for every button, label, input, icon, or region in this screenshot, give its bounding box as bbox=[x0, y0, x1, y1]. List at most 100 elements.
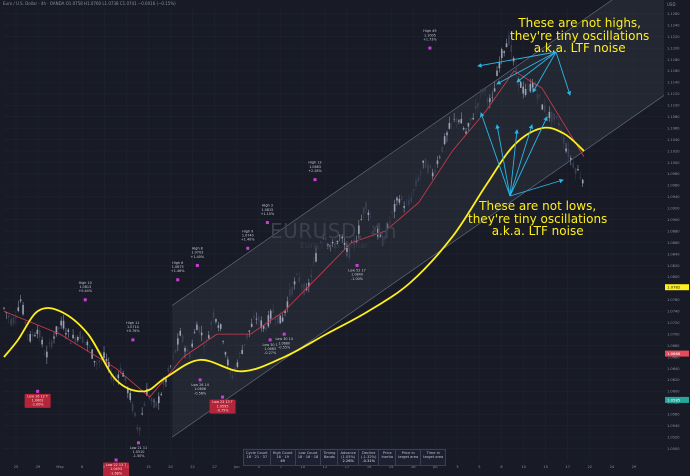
pivot-label-text: 1.0665 bbox=[264, 347, 276, 351]
price-tick-label: 1.0740 bbox=[667, 310, 680, 314]
pivot-label-text: -0.55% bbox=[278, 346, 291, 350]
candle-body bbox=[579, 177, 582, 179]
time-tick-label: 8 bbox=[103, 465, 106, 469]
pivot-label-text: High 3 bbox=[262, 204, 273, 208]
stats-col: Time in target area bbox=[423, 451, 444, 460]
candle-body bbox=[250, 323, 253, 327]
time-tick-label: 20 bbox=[168, 465, 173, 469]
price-tick-label: 1.0660 bbox=[667, 355, 680, 359]
price-tick-label: 1.1060 bbox=[667, 126, 680, 130]
candle-body bbox=[443, 136, 446, 145]
candle-body bbox=[77, 337, 79, 341]
time-tick-label: Jun bbox=[233, 465, 240, 469]
pivot-low-label: Low 30 141.0680-0.55% bbox=[275, 332, 293, 350]
candle-body bbox=[524, 88, 527, 95]
candle-body bbox=[386, 223, 389, 230]
candle-body bbox=[498, 61, 501, 69]
time-tick-label: 24 bbox=[389, 465, 394, 469]
time-tick-label: 19 bbox=[367, 465, 372, 469]
chart-header: Euro / U.S. Dollar · 4h · OANDA O1.0758 … bbox=[3, 1, 176, 6]
candle-body bbox=[484, 87, 486, 91]
channel-upper-line bbox=[171, 0, 613, 306]
price-tick-label: 1.0940 bbox=[667, 195, 680, 199]
candle-body bbox=[405, 203, 408, 205]
candle-body bbox=[355, 241, 358, 243]
pivot-label-text: 1.0602 bbox=[32, 399, 44, 403]
pivot-low-label: Low 23 13 T1.0595-0.75% bbox=[209, 395, 236, 414]
candle-body bbox=[305, 288, 308, 291]
candle-body bbox=[96, 363, 98, 364]
candle-body bbox=[365, 202, 367, 210]
candle-body bbox=[322, 235, 324, 237]
candle-body bbox=[291, 286, 293, 295]
annotation-line: a.k.a. LTF noise bbox=[533, 41, 626, 55]
candle-body bbox=[215, 319, 217, 322]
price-tag bbox=[665, 284, 689, 291]
price-tick-label: 1.1180 bbox=[667, 58, 680, 62]
annotation-arrow bbox=[495, 124, 511, 197]
price-tick-label: 1.0960 bbox=[667, 184, 680, 188]
candle-body bbox=[341, 236, 343, 239]
pivot-marker bbox=[265, 221, 269, 225]
candle-body bbox=[134, 412, 136, 417]
symbol-title[interactable]: Euro / U.S. Dollar · 4h · OANDA bbox=[3, 1, 65, 6]
candle-body bbox=[577, 169, 579, 171]
candle-body bbox=[277, 316, 279, 324]
candle-body bbox=[162, 381, 165, 385]
candle-body bbox=[541, 104, 544, 110]
price-axis-bg bbox=[664, 0, 690, 476]
candle-body bbox=[255, 318, 258, 320]
candle-body bbox=[17, 307, 20, 312]
candle-body bbox=[486, 98, 489, 103]
candle-body bbox=[339, 235, 341, 237]
candle-body bbox=[427, 164, 429, 173]
moving-average-line bbox=[3, 70, 585, 398]
time-tick-label: 26 bbox=[411, 465, 416, 469]
candle-body bbox=[107, 362, 110, 368]
candle-body bbox=[308, 282, 310, 287]
candle-body bbox=[155, 401, 158, 407]
pivot-label-text: -0.56% bbox=[194, 391, 207, 395]
candle-body bbox=[124, 376, 127, 382]
candle-body bbox=[396, 197, 398, 201]
candle-body bbox=[412, 189, 415, 192]
price-tag-label: 1.0666 bbox=[667, 351, 681, 356]
stats-col: Timing Bands bbox=[321, 450, 339, 465]
candle-body bbox=[496, 70, 498, 76]
time-tick-label: 13 bbox=[124, 465, 129, 469]
price-tick-label: 1.0700 bbox=[667, 332, 680, 336]
candle-body bbox=[88, 346, 91, 348]
pivot-high-label: High 491.1005+1.73% bbox=[423, 29, 437, 50]
time-tick-label: May bbox=[56, 465, 64, 469]
candle-body bbox=[565, 148, 567, 152]
pivot-label-text: 1.0680 bbox=[278, 341, 290, 345]
time-tick-label: 22 bbox=[190, 465, 195, 469]
candle-body bbox=[367, 212, 370, 215]
candle-body bbox=[434, 169, 436, 173]
candle-body bbox=[279, 315, 282, 324]
price-tag-label: 1.0585 bbox=[667, 397, 681, 402]
candle-body bbox=[79, 331, 82, 340]
price-tag bbox=[665, 350, 689, 357]
pivot-label-text: 1.0595 bbox=[217, 404, 229, 408]
candle-body bbox=[503, 51, 505, 53]
candle-body bbox=[424, 158, 427, 168]
pivot-high-label: High 91.0740+1.40% bbox=[241, 229, 255, 250]
candle-body bbox=[50, 341, 53, 348]
stats-col: Price in target area bbox=[396, 450, 422, 465]
candle-body bbox=[243, 344, 246, 346]
time-tick-label: 5 bbox=[258, 465, 260, 469]
price-tag bbox=[665, 396, 689, 403]
candle-body bbox=[179, 330, 182, 336]
stats-col: Advance (1.05%) 2.26% bbox=[338, 450, 359, 465]
trend-curve-path bbox=[3, 126, 585, 393]
candle-body bbox=[481, 89, 484, 93]
candle-body bbox=[358, 225, 360, 234]
candle-body bbox=[346, 246, 348, 252]
time-tick-label: Jul bbox=[432, 465, 437, 469]
candle-body bbox=[536, 93, 539, 99]
candle-body bbox=[500, 49, 503, 59]
candle-body bbox=[293, 281, 296, 285]
candle-body bbox=[574, 168, 577, 174]
